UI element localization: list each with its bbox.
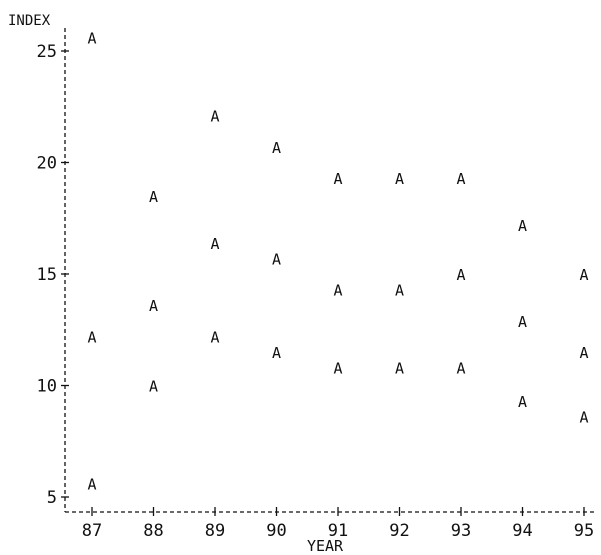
y-tick-label: 25 — [37, 42, 57, 62]
data-points: A A A A A A A A A A A A A A A A A A A A A A A A A A A — [87, 30, 588, 494]
data-point-marker: A — [210, 328, 219, 346]
data-point-marker: A — [272, 344, 281, 362]
y-tick-label: 5 — [47, 488, 57, 508]
data-point-marker: A — [149, 378, 158, 396]
data-point-marker: A — [333, 282, 342, 300]
data-point-marker: A — [518, 313, 527, 331]
data-point-marker: A — [149, 297, 158, 315]
data-point-marker: A — [395, 282, 404, 300]
x-tick-label: 88 — [143, 521, 163, 541]
data-point-marker: A — [333, 170, 342, 188]
data-point-marker: A — [395, 170, 404, 188]
x-tick-label: 90 — [266, 521, 286, 541]
data-point-marker: A — [272, 139, 281, 157]
y-tick-label: 15 — [37, 265, 57, 285]
data-point-marker: A — [456, 170, 465, 188]
data-point-marker: A — [87, 328, 96, 346]
data-point-marker: A — [579, 409, 588, 427]
data-point-marker: A — [579, 266, 588, 284]
x-tick-label: 92 — [389, 521, 409, 541]
data-point-marker: A — [518, 393, 527, 411]
data-point-marker: A — [579, 344, 588, 362]
x-axis-label: YEAR — [307, 537, 344, 555]
data-point-marker: A — [149, 188, 158, 206]
x-tick-label: 87 — [82, 521, 102, 541]
x-tick-label: 95 — [574, 521, 594, 541]
y-axis-ticks: 5 10 15 20 25 — [37, 42, 69, 508]
y-axis-label: INDEX — [8, 13, 51, 29]
data-point-marker: A — [210, 108, 219, 126]
data-point-marker: A — [272, 250, 281, 268]
x-axis-ticks: 87 88 89 90 91 92 93 94 95 — [82, 507, 594, 541]
data-point-marker: A — [518, 217, 527, 235]
x-tick-label: 94 — [512, 521, 532, 541]
data-point-marker: A — [333, 360, 342, 378]
x-tick-label: 89 — [205, 521, 225, 541]
data-point-marker: A — [210, 235, 219, 253]
data-point-marker: A — [456, 266, 465, 284]
data-point-marker: A — [87, 476, 96, 494]
data-point-marker: A — [87, 30, 96, 48]
x-tick-label: 93 — [451, 521, 471, 541]
data-point-marker: A — [456, 360, 465, 378]
data-point-marker: A — [395, 360, 404, 378]
x-tick-label: 91 — [328, 521, 348, 541]
y-tick-label: 20 — [37, 154, 57, 174]
y-tick-label: 10 — [37, 377, 57, 397]
